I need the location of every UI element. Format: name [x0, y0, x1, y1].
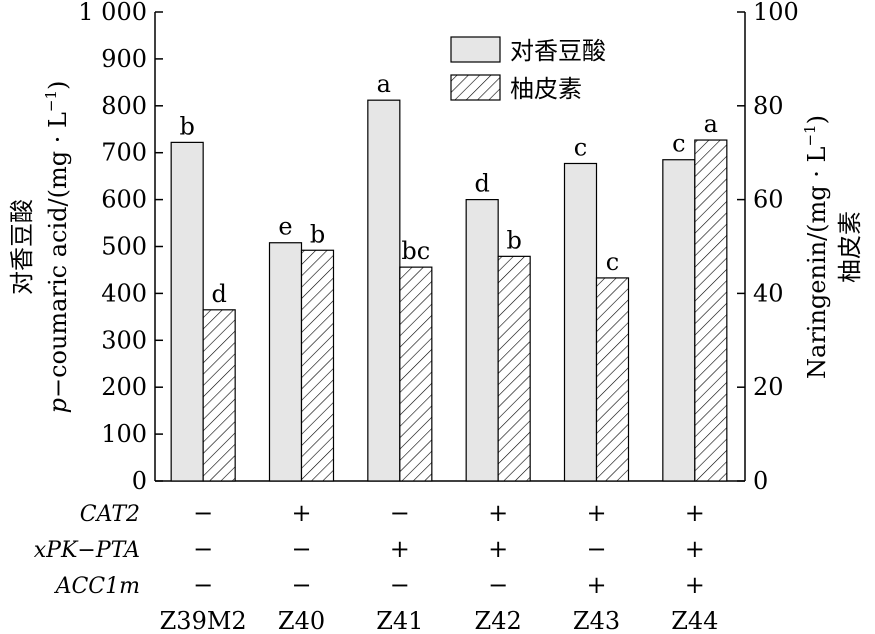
category-label-z40: Z40: [278, 607, 325, 634]
left-axis-title-cn: 对香豆酸: [8, 199, 36, 295]
factor-sign: +: [685, 499, 705, 527]
left-tick-label: 400: [101, 279, 147, 307]
factor-name-0: CAT2: [80, 502, 140, 527]
sig-label-coumaric-z40: e: [278, 213, 292, 241]
right-axis-title-main: Naringenin/(mg · L: [803, 146, 831, 379]
factor-sign: −: [291, 535, 311, 563]
factor-sign: −: [488, 571, 508, 599]
factor-sign: −: [193, 499, 213, 527]
right-tick-label: 60: [753, 186, 784, 214]
sig-label-coumaric-z44: c: [672, 130, 685, 158]
bar-coumaric-z42: [465, 199, 499, 482]
left-axis-title-sup: −1: [42, 90, 60, 112]
factor-name-2: ACC1m: [54, 574, 140, 599]
left-tick-label: 600: [101, 186, 147, 214]
factor-sign: −: [193, 535, 213, 563]
sig-label-naringenin-z39m2: d: [211, 280, 226, 308]
legend-swatch-coumaric: [450, 36, 501, 63]
left-tick-label: 0: [132, 467, 147, 495]
left-tick-label: 700: [101, 139, 147, 167]
factor-sign: +: [586, 571, 606, 599]
left-tick-label: 1 000: [78, 0, 147, 26]
legend-swatch-naringenin: [450, 74, 501, 101]
factor-sign: +: [685, 571, 705, 599]
bar-naringenin-z44: [694, 139, 728, 482]
sig-label-coumaric-z39m2: b: [179, 112, 194, 140]
right-tick-label: 0: [753, 467, 768, 495]
sig-label-naringenin-z40: b: [310, 220, 325, 248]
bar-coumaric-z40: [268, 242, 303, 482]
category-label-z39m2: Z39M2: [160, 607, 247, 634]
left-tick-label: 100: [101, 420, 147, 448]
svg-text:p−coumaric acid/(mg · L−1): p−coumaric acid/(mg · L−1): [42, 81, 72, 414]
bars: [170, 99, 728, 482]
right-axis-title-en: Naringenin/(mg · L−1): [801, 115, 831, 379]
factor-name-1: xPK−PTA: [34, 538, 140, 563]
sig-label-naringenin-z43: c: [606, 248, 619, 276]
left-tick-label: 500: [101, 233, 147, 261]
factor-sign: −: [193, 571, 213, 599]
bar-coumaric-z39m2: [170, 141, 204, 482]
svg-text:Naringenin/(mg · L−1): Naringenin/(mg · L−1): [801, 115, 831, 379]
factor-sign: −: [390, 499, 410, 527]
left-axis-title: 对香豆酸: [8, 199, 36, 295]
left-axis-title-main: −coumaric acid/(mg · L: [44, 112, 72, 398]
bar-coumaric-z44: [662, 159, 696, 482]
left-tick-label: 300: [101, 326, 147, 354]
legend-label-naringenin: 柚皮素: [510, 75, 582, 103]
factor-sign: +: [390, 535, 410, 563]
factor-table: CAT2 − + − + + + xPK−PTA − − + + − + ACC1m − − − − + +: [34, 499, 705, 599]
bar-naringenin-z43: [595, 277, 630, 482]
bar-naringenin-z42: [497, 255, 531, 482]
sig-label-naringenin-z42: b: [506, 226, 521, 254]
category-label-z43: Z43: [573, 607, 620, 634]
right-axis-title: 柚皮素: [836, 211, 864, 283]
plot-frame: [154, 12, 746, 482]
left-axis-ticks: 0 100 200 300 400 500 600 700 800 900 1 000: [78, 0, 163, 495]
sig-label-coumaric-z42: d: [474, 170, 489, 198]
left-tick-label: 800: [101, 92, 147, 120]
left-axis-title-prefix: p: [44, 398, 72, 413]
left-axis-title-close: ): [44, 81, 72, 90]
bar-naringenin-z40: [300, 249, 335, 482]
sig-label-coumaric-z43: c: [574, 133, 587, 161]
sig-label-naringenin-z41: bc: [401, 237, 430, 265]
right-tick-label: 80: [753, 92, 784, 120]
bar-naringenin-z39m2: [202, 309, 236, 482]
category-label-z44: Z44: [671, 607, 718, 634]
right-axis-title-close: ): [803, 115, 831, 124]
category-label-z42: Z42: [475, 607, 522, 634]
strain-labels: Z39M2 Z40 Z41 Z42 Z43 Z44: [160, 607, 719, 634]
sig-label-coumaric-z41: a: [377, 70, 391, 98]
left-tick-label: 200: [101, 373, 147, 401]
left-axis-title-en: p−coumaric acid/(mg · L−1): [42, 81, 72, 414]
bar-coumaric-z41: [367, 99, 401, 482]
factor-sign: −: [291, 571, 311, 599]
bar-coumaric-z43: [563, 162, 598, 482]
right-axis-title-sup: −1: [801, 124, 819, 146]
bar-naringenin-z41: [399, 266, 433, 482]
factor-sign: −: [390, 571, 410, 599]
factor-sign: +: [488, 535, 508, 563]
factor-sign: +: [586, 499, 606, 527]
category-label-z41: Z41: [376, 607, 423, 634]
factor-sign: +: [488, 499, 508, 527]
right-tick-label: 40: [753, 279, 784, 307]
left-tick-label: 900: [101, 45, 147, 73]
factor-sign: −: [586, 535, 606, 563]
right-tick-label: 100: [753, 0, 799, 26]
sig-label-naringenin-z44: a: [704, 110, 718, 138]
right-axis-title-cn: 柚皮素: [836, 211, 864, 283]
factor-sign: +: [685, 535, 705, 563]
right-tick-label: 20: [753, 373, 784, 401]
legend: 对香豆酸 柚皮素: [450, 36, 606, 103]
factor-sign: +: [291, 499, 311, 527]
legend-label-coumaric: 对香豆酸: [510, 37, 606, 65]
right-axis-ticks: 0 20 40 60 80 100: [737, 0, 799, 495]
